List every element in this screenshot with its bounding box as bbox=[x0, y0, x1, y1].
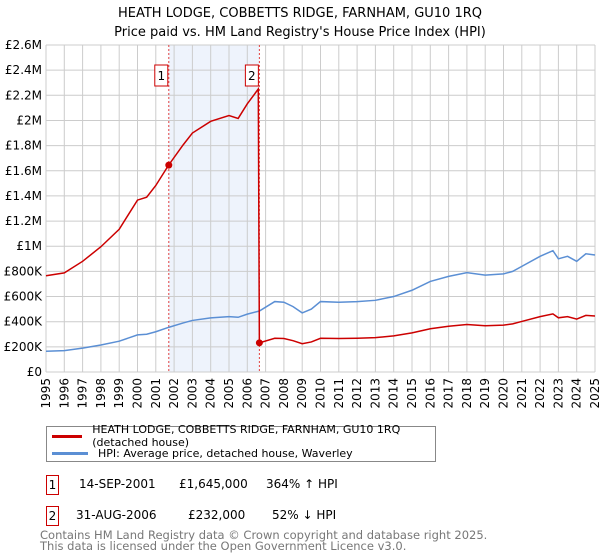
sale-date: 14-SEP-2001 bbox=[79, 477, 156, 491]
footer-line: This data is licensed under the Open Gov… bbox=[40, 539, 407, 553]
x-tick-label: 2006 bbox=[240, 378, 254, 409]
sale-price: £1,645,000 bbox=[179, 477, 248, 491]
x-tick-label: 1997 bbox=[76, 378, 90, 409]
y-tick-label: £1M bbox=[16, 239, 42, 253]
x-tick-label: 2011 bbox=[332, 378, 346, 409]
chart-title: HEATH LODGE, COBBETTS RIDGE, FARNHAM, GU… bbox=[0, 4, 600, 42]
x-tick-label: 1996 bbox=[57, 378, 71, 409]
x-tick-label: 1998 bbox=[94, 378, 108, 409]
x-tick-label: 2004 bbox=[204, 378, 218, 409]
x-tick-label: 2002 bbox=[167, 378, 181, 409]
sale-hpi: 364% ↑ HPI bbox=[266, 477, 338, 491]
x-tick-label: 2020 bbox=[497, 378, 511, 409]
sale-label-box bbox=[244, 64, 259, 87]
sale-row-2: 2 31-AUG-2006 £232,000 52% ↓ HPI bbox=[46, 506, 446, 526]
legend-swatch-red bbox=[52, 434, 83, 438]
y-tick-label: £1.2M bbox=[5, 214, 42, 228]
sale-price: £232,000 bbox=[188, 508, 246, 522]
sale-date: 31-AUG-2006 bbox=[76, 508, 157, 522]
x-tick-label: 2007 bbox=[259, 378, 273, 409]
x-tick-label: 2018 bbox=[460, 378, 474, 409]
y-tick-label: £800K bbox=[4, 264, 44, 278]
subtitle-line: Price paid vs. HM Land Registry's House … bbox=[114, 25, 486, 40]
y-tick-label: £1.8M bbox=[5, 139, 42, 153]
sale-badge: 1 bbox=[46, 475, 59, 495]
x-tick-label: 2024 bbox=[570, 378, 584, 409]
footer-line: Contains HM Land Registry data © Crown c… bbox=[40, 528, 488, 542]
legend: HEATH LODGE, COBBETTS RIDGE, FARNHAM, GU… bbox=[46, 423, 436, 462]
x-tick-label: 2005 bbox=[222, 378, 236, 409]
x-tick-label: 2015 bbox=[405, 378, 419, 409]
y-tick-label: £600K bbox=[4, 290, 44, 304]
x-tick-label: 2014 bbox=[387, 378, 401, 409]
sale-hpi: 52% ↓ HPI bbox=[272, 508, 337, 522]
x-tick-label: 1999 bbox=[112, 378, 126, 409]
y-tick-label: £2M bbox=[16, 113, 42, 127]
legend-label: HPI: Average price, detached house, Wave… bbox=[98, 446, 353, 460]
x-tick-label: 1995 bbox=[39, 378, 53, 409]
sale-row-1: 1 14-SEP-2001 £1,645,000 364% ↑ HPI bbox=[46, 475, 446, 495]
legend-swatch-blue bbox=[52, 451, 88, 455]
x-tick-label: 2022 bbox=[533, 378, 547, 409]
y-tick-label: £1.6M bbox=[5, 164, 42, 178]
legend-item-property: HEATH LODGE, COBBETTS RIDGE, FARNHAM, GU… bbox=[47, 423, 435, 449]
x-tick-label: 2003 bbox=[185, 378, 199, 409]
x-tick-label: 2013 bbox=[368, 378, 382, 409]
price-chart: £0 £200K £400K £600K £800K £1M £1.2M £1.4M £1.6M… bbox=[4, 38, 600, 409]
sale-label-box bbox=[154, 64, 169, 87]
sale-point bbox=[165, 161, 173, 169]
sale-label: 1 bbox=[157, 69, 165, 83]
title-line: HEATH LODGE, COBBETTS RIDGE, FARNHAM, GU… bbox=[117, 6, 482, 21]
legend-item-hpi: HPI: Average price, detached house, Wave… bbox=[47, 445, 353, 461]
x-tick-label: 2008 bbox=[277, 378, 291, 409]
x-tick-label: 2000 bbox=[131, 378, 145, 409]
y-tick-label: £2.4M bbox=[5, 63, 42, 77]
legend-label: HEATH LODGE, COBBETTS RIDGE, FARNHAM, GU… bbox=[92, 423, 401, 449]
y-tick-label: £1.4M bbox=[5, 189, 42, 203]
hpi-series-line bbox=[45, 249, 596, 352]
x-tick-label: 2023 bbox=[551, 378, 565, 409]
x-tick-label: 2017 bbox=[442, 378, 456, 409]
y-tick-label: £2.6M bbox=[5, 38, 42, 52]
x-tick-label: 2016 bbox=[423, 378, 437, 409]
property-series-line bbox=[45, 86, 596, 345]
x-tick-label: 2001 bbox=[149, 378, 163, 409]
y-tick-label: £0 bbox=[27, 365, 42, 379]
x-tick-label: 2012 bbox=[350, 378, 364, 409]
x-tick-label: 2009 bbox=[295, 378, 309, 409]
x-tick-label: 2021 bbox=[515, 378, 529, 409]
y-tick-label: £2.2M bbox=[5, 88, 42, 102]
sale-point bbox=[255, 339, 263, 347]
y-tick-label: £400K bbox=[4, 315, 44, 329]
sale-badge: 2 bbox=[46, 506, 59, 526]
y-tick-label: £200K bbox=[4, 340, 44, 354]
sale-label: 2 bbox=[248, 69, 256, 83]
x-tick-label: 2025 bbox=[588, 378, 600, 409]
x-tick-label: 2010 bbox=[314, 378, 328, 409]
x-tick-label: 2019 bbox=[478, 378, 492, 409]
footer: Contains HM Land Registry data © Crown c… bbox=[40, 528, 488, 553]
